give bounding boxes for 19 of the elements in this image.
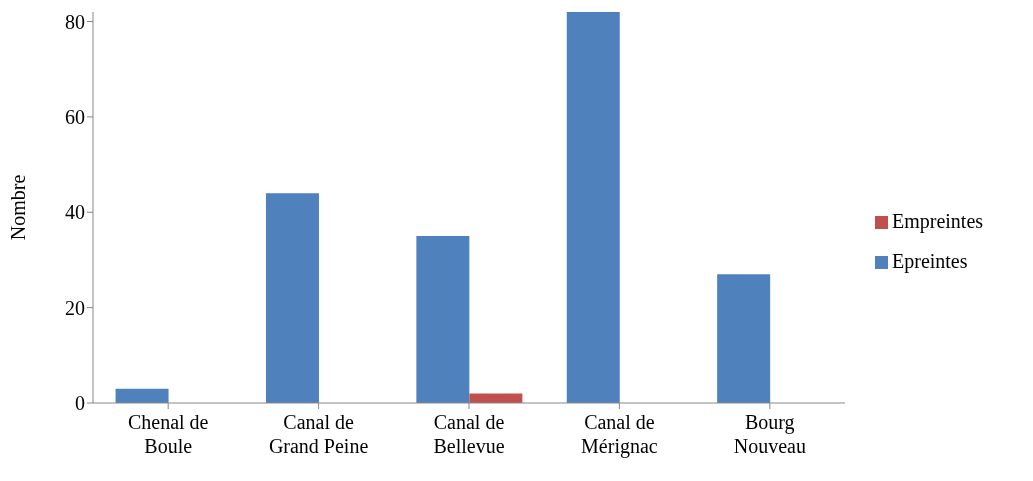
- x-tick-label: Bourg Nouveau: [733, 411, 806, 457]
- y-tick-label: 40: [65, 201, 85, 224]
- y-tick-label: 0: [75, 392, 85, 415]
- bar: [717, 274, 771, 403]
- x-tick-label: Canal de Grand Peine: [268, 411, 369, 457]
- y-tick-label: 20: [65, 296, 85, 319]
- x-tick-label: Canal de Mérignac: [581, 411, 658, 458]
- y-axis-title: Nombre: [7, 174, 30, 241]
- bar: [115, 388, 169, 403]
- y-tick-label: 60: [65, 106, 85, 128]
- legend-label: Epreintes: [892, 249, 968, 272]
- bar: [566, 12, 620, 403]
- legend-label: Empreintes: [892, 209, 984, 232]
- x-tick-label: Chenal de Boule: [127, 411, 209, 457]
- bar: [416, 236, 470, 403]
- bar: [265, 193, 319, 403]
- x-tick-label: Canal de Bellevue: [433, 411, 505, 457]
- y-tick-label: 80: [65, 10, 85, 33]
- bar: [469, 393, 523, 403]
